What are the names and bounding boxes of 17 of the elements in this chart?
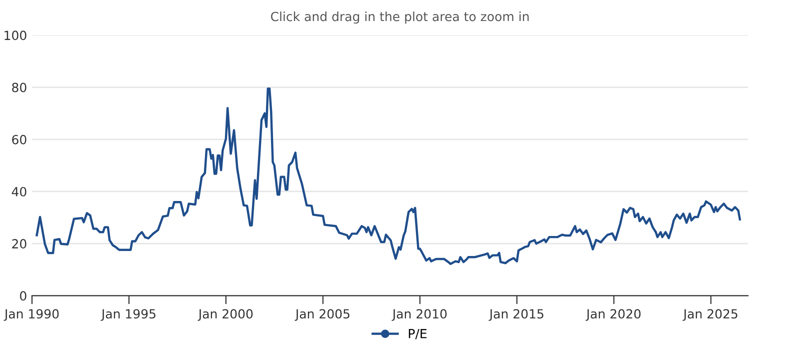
x-tick-label: Jan 2005	[294, 309, 350, 321]
x-tick-label: Jan 2015	[488, 309, 544, 321]
y-tick-label: 80	[12, 82, 26, 92]
y-tick-label: 60	[12, 134, 26, 144]
x-tick-label: Jan 1990	[4, 309, 59, 321]
y-tick-label: 100	[4, 30, 26, 40]
y-tick-label: 40	[12, 186, 26, 196]
x-tick-label: Jan 2020	[586, 309, 641, 321]
y-tick-label: 0	[20, 291, 26, 301]
legend-label: P/E	[408, 329, 427, 340]
x-tick-label: Jan 2000	[198, 309, 253, 321]
x-tick-label: Jan 2025	[682, 309, 738, 321]
x-tick-label: Jan 1995	[100, 309, 156, 321]
x-tick-label: Jan 2010	[392, 309, 447, 321]
line-series	[36, 87, 741, 266]
chart-subtitle: Click and drag in the plot area to zoom in	[270, 12, 529, 24]
y-tick-label: 20	[12, 239, 26, 249]
